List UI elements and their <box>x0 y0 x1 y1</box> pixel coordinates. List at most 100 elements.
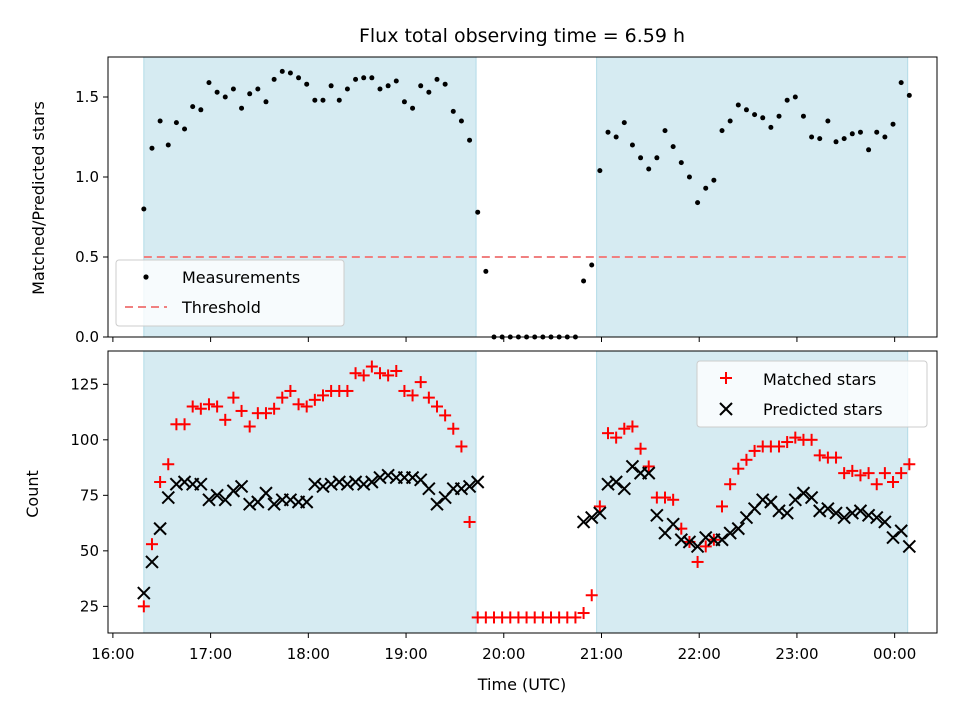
top-y-ticks: 0.0 0.5 1.0 1.5 <box>75 88 108 346</box>
measurement-point <box>263 99 269 105</box>
predicted-star-point <box>772 504 786 518</box>
measurement-point <box>198 107 204 113</box>
matched-star-point <box>357 369 370 382</box>
matched-star-point <box>667 493 680 506</box>
panel-counts: 25 50 75 100 125 16:00 17:00 18:00 19:00 20:00 21… <box>23 350 938 694</box>
matched-star-point <box>406 389 419 402</box>
predicted-star-point <box>340 477 355 491</box>
predicted-star-point <box>137 586 151 600</box>
matched-star-point <box>691 555 704 568</box>
predicted-star-point <box>682 535 697 549</box>
predicted-star-point <box>210 488 224 503</box>
measurement-point <box>353 76 359 82</box>
measurement-point <box>711 177 717 183</box>
predicted-star-point <box>601 477 615 491</box>
predicted-star-point <box>283 493 298 507</box>
measurement-point <box>678 160 684 166</box>
matched-star-point <box>732 462 745 475</box>
predicted-star-point <box>788 493 803 507</box>
measurement-point <box>206 80 212 86</box>
predicted-star-point <box>699 530 713 545</box>
measurement-point <box>800 113 806 119</box>
matched-star-point <box>137 600 150 613</box>
measurement-point <box>157 118 163 124</box>
bottom-y-ticks: 25 50 75 100 125 <box>70 375 108 615</box>
matched-star-point <box>300 400 313 413</box>
predicted-stars-points <box>137 459 917 600</box>
matched-star-point <box>593 500 606 513</box>
predicted-star-point <box>756 493 770 507</box>
measurement-point <box>849 131 855 137</box>
bottom-y-axis-title: Count <box>23 470 42 518</box>
predicted-star-point <box>454 481 469 496</box>
predicted-star-point <box>829 506 843 520</box>
y-tick-label: 0.5 <box>75 248 99 266</box>
predicted-star-point <box>356 477 371 491</box>
matched-star-point <box>414 376 427 389</box>
predicted-star-point <box>894 524 908 538</box>
x-tick-label: 18:00 <box>287 645 330 663</box>
predicted-star-point <box>332 475 346 489</box>
measurement-point <box>727 118 733 124</box>
x-tick-label: 19:00 <box>384 645 427 663</box>
measurement-point <box>695 200 701 206</box>
predicted-star-point <box>145 555 159 569</box>
matched-star-point <box>846 464 859 477</box>
matched-star-point <box>316 389 329 402</box>
measurement-point <box>344 86 350 92</box>
predicted-star-point <box>242 497 257 511</box>
matched-star-point <box>634 442 647 455</box>
predicted-star-point <box>576 515 591 529</box>
predicted-star-point <box>804 490 819 505</box>
matched-star-point <box>259 407 272 420</box>
matched-star-point <box>284 384 297 397</box>
matched-star-point <box>838 467 851 480</box>
measurement-point <box>597 168 603 174</box>
legend-marker-measurements <box>143 274 149 280</box>
matched-star-point <box>699 540 712 553</box>
measurement-point <box>426 89 432 95</box>
predicted-star-point <box>422 481 436 496</box>
matched-star-point <box>430 400 443 413</box>
measurement-point <box>434 76 440 82</box>
top-y-axis-title: Matched/Predicted stars <box>29 101 48 295</box>
matched-star-point <box>365 360 378 373</box>
y-tick-label: 1.0 <box>75 168 99 186</box>
matched-star-point <box>194 402 207 415</box>
x-tick-label: 21:00 <box>580 645 623 663</box>
predicted-star-point <box>617 481 631 496</box>
chart-title: Flux total observing time = 6.59 h <box>359 25 685 47</box>
y-tick-label: 50 <box>80 542 99 560</box>
matched-star-point <box>626 420 639 433</box>
predicted-star-point <box>845 506 860 520</box>
matched-star-point <box>789 431 802 444</box>
legend-marker-matched <box>720 372 732 384</box>
bottom-legend-box <box>696 360 928 428</box>
predicted-star-point <box>308 477 322 491</box>
x-tick-label: 23:00 <box>775 645 818 663</box>
measurement-point <box>483 268 489 274</box>
matched-star-point <box>390 364 403 377</box>
predicted-star-point <box>593 506 607 520</box>
matched-star-point <box>569 611 582 624</box>
x-tick-label: 16:00 <box>91 645 134 663</box>
measurements-points <box>141 68 912 340</box>
top-plot-frame <box>107 56 938 338</box>
predicted-star-point <box>267 497 281 511</box>
matched-star-point <box>202 398 215 411</box>
matched-star-point <box>268 402 281 415</box>
predicted-star-point <box>837 510 851 525</box>
measurement-point <box>222 94 228 100</box>
measurement-point <box>369 75 375 81</box>
legend-label-measurements: Measurements <box>182 268 300 287</box>
matched-star-point <box>773 440 786 453</box>
measurement-point <box>613 134 619 140</box>
legend-label-predicted: Predicted stars <box>763 400 883 419</box>
measurement-point <box>141 206 147 212</box>
predicted-star-point <box>299 495 314 509</box>
matched-star-point <box>145 538 158 551</box>
predicted-star-point <box>365 475 379 489</box>
measurement-point <box>638 155 644 161</box>
measurement-point <box>377 86 383 92</box>
predicted-star-point <box>666 517 680 531</box>
